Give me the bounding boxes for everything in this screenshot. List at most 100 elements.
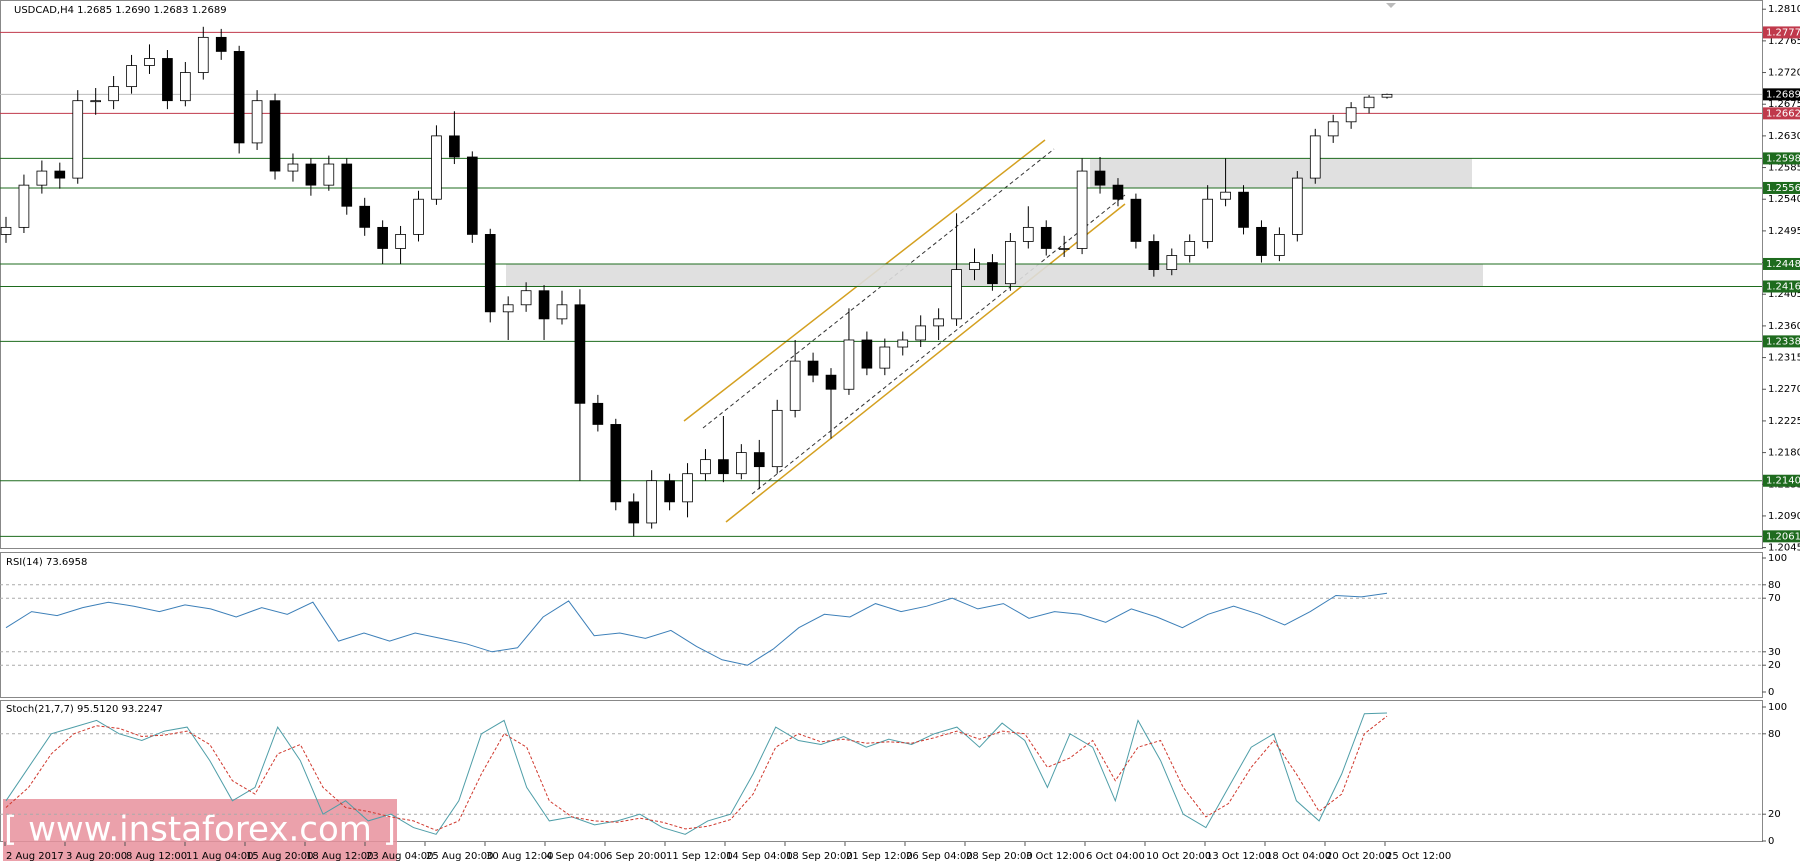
level-label-box	[1763, 257, 1800, 270]
watermark: [ www.instaforex.com ]	[4, 810, 396, 850]
candle-body	[538, 290, 550, 320]
x-tick-label: 25 Oct 12:00	[1386, 851, 1451, 862]
candle-body	[1112, 184, 1124, 200]
candle-body	[1130, 198, 1142, 242]
candle-body	[825, 374, 837, 390]
candle-body	[700, 459, 711, 475]
candle-body	[197, 36, 209, 73]
y-tick-label: 1.2810	[1768, 4, 1800, 15]
level-label: 1.2338	[1766, 336, 1800, 347]
y-tick-label: 80	[1768, 580, 1781, 591]
y-tick-label: 1.2090	[1768, 511, 1800, 522]
y-tick-label: 1.2180	[1768, 448, 1800, 459]
y-tick-label: 0	[1768, 836, 1774, 847]
level-label: 1.2416	[1766, 281, 1800, 292]
candle-body	[431, 135, 442, 200]
candle-body	[269, 100, 281, 172]
y-tick-label: 1.2540	[1768, 194, 1800, 205]
y-tick-label: 20	[1768, 809, 1781, 820]
y-tick-label: 1.2585	[1768, 163, 1800, 174]
x-tick-label: 25 Aug 20:00	[426, 851, 493, 862]
x-tick-label: 20 Oct 20:00	[1326, 851, 1391, 862]
x-tick-label: 14 Sep 04:00	[726, 851, 793, 862]
y-tick-label: 0	[1768, 687, 1774, 698]
candle-body	[1381, 93, 1393, 98]
candle-body	[574, 304, 586, 404]
x-tick-label: 23 Aug 04:00	[366, 851, 433, 862]
candle-body	[215, 36, 227, 52]
x-tick-label: 26 Sep 04:00	[906, 851, 973, 862]
candle-body	[162, 58, 173, 102]
candle-body	[682, 473, 693, 503]
candle-body	[843, 339, 855, 390]
x-tick-label: 6 Sep 20:00	[606, 851, 666, 862]
candle-body	[1184, 241, 1196, 256]
candle-body	[915, 325, 927, 341]
shift-marker	[1386, 3, 1396, 8]
candle-body	[305, 163, 317, 186]
candle-body	[646, 480, 657, 524]
candle-body	[502, 304, 514, 313]
candle-body	[395, 234, 406, 249]
candle-body	[556, 304, 568, 320]
level-label-box	[1763, 474, 1800, 487]
y-tick-label: 1.2315	[1768, 353, 1800, 364]
x-tick-label: 15 Aug 20:00	[246, 851, 313, 862]
x-tick-label: 10 Oct 20:00	[1146, 851, 1211, 862]
candle-body	[466, 156, 478, 235]
candle-body	[987, 262, 998, 285]
candle-body	[1238, 191, 1249, 228]
y-tick-label: 100	[1768, 702, 1787, 713]
x-tick-label: 3 Aug 20:00	[66, 851, 127, 862]
candle-body	[126, 65, 137, 88]
candle-body	[897, 339, 909, 348]
x-tick-label: 18 Oct 04:00	[1266, 851, 1331, 862]
candle-body	[1309, 135, 1321, 179]
y-tick-label: 30	[1768, 647, 1781, 658]
candle-body	[287, 163, 299, 172]
level-label-box	[1763, 181, 1800, 194]
candle-body	[789, 360, 801, 411]
candle-body	[771, 409, 783, 468]
candle-body	[54, 170, 66, 179]
rsi-title: RSI(14) 73.6958	[6, 557, 87, 568]
x-tick-label: 18 Aug 12:00	[306, 851, 373, 862]
candle-body	[36, 170, 48, 186]
candle-body	[1040, 226, 1052, 249]
x-tick-label: 13 Oct 12:00	[1206, 851, 1271, 862]
candle-body	[72, 100, 84, 179]
y-tick-label: 20	[1768, 660, 1781, 671]
y-tick-label: 1.2225	[1768, 416, 1800, 427]
candle-body	[377, 226, 388, 249]
candle-body	[1094, 170, 1106, 186]
candle-body	[969, 262, 980, 271]
candle-body	[251, 100, 263, 144]
y-tick-label: 1.2765	[1768, 36, 1800, 47]
y-tick-label: 1.2270	[1768, 384, 1800, 395]
channel-inner-upper	[702, 148, 1055, 429]
candle-body	[592, 402, 604, 425]
x-tick-label: 28 Sep 20:00	[966, 851, 1033, 862]
level-label-box	[1763, 88, 1800, 101]
candle-body	[807, 360, 819, 376]
stoch-title: Stoch(21,7,7) 95.5120 93.2247	[6, 704, 163, 715]
level-label: 1.2448	[1766, 259, 1800, 270]
candle-body	[90, 100, 102, 103]
candle-body	[1363, 96, 1375, 109]
y-tick-label: 80	[1768, 729, 1781, 740]
candle-body	[1076, 170, 1088, 249]
rsi-panel	[0, 552, 1763, 698]
candle-body	[1058, 248, 1070, 250]
level-label: 1.2598	[1766, 153, 1800, 164]
x-tick-label: 2 Aug 2017	[6, 851, 64, 862]
x-tick-label: 11 Aug 04:00	[186, 851, 253, 862]
candle-body	[861, 339, 873, 369]
level-label: 1.2140	[1766, 476, 1800, 487]
candle-body	[664, 480, 675, 503]
level-label-box	[1763, 26, 1800, 39]
candle-body	[449, 135, 460, 158]
level-label: 1.2662	[1766, 108, 1800, 119]
candle-body	[1148, 241, 1160, 271]
y-tick-label: 1.2360	[1768, 321, 1800, 332]
channel-inner-lower	[751, 194, 1126, 495]
